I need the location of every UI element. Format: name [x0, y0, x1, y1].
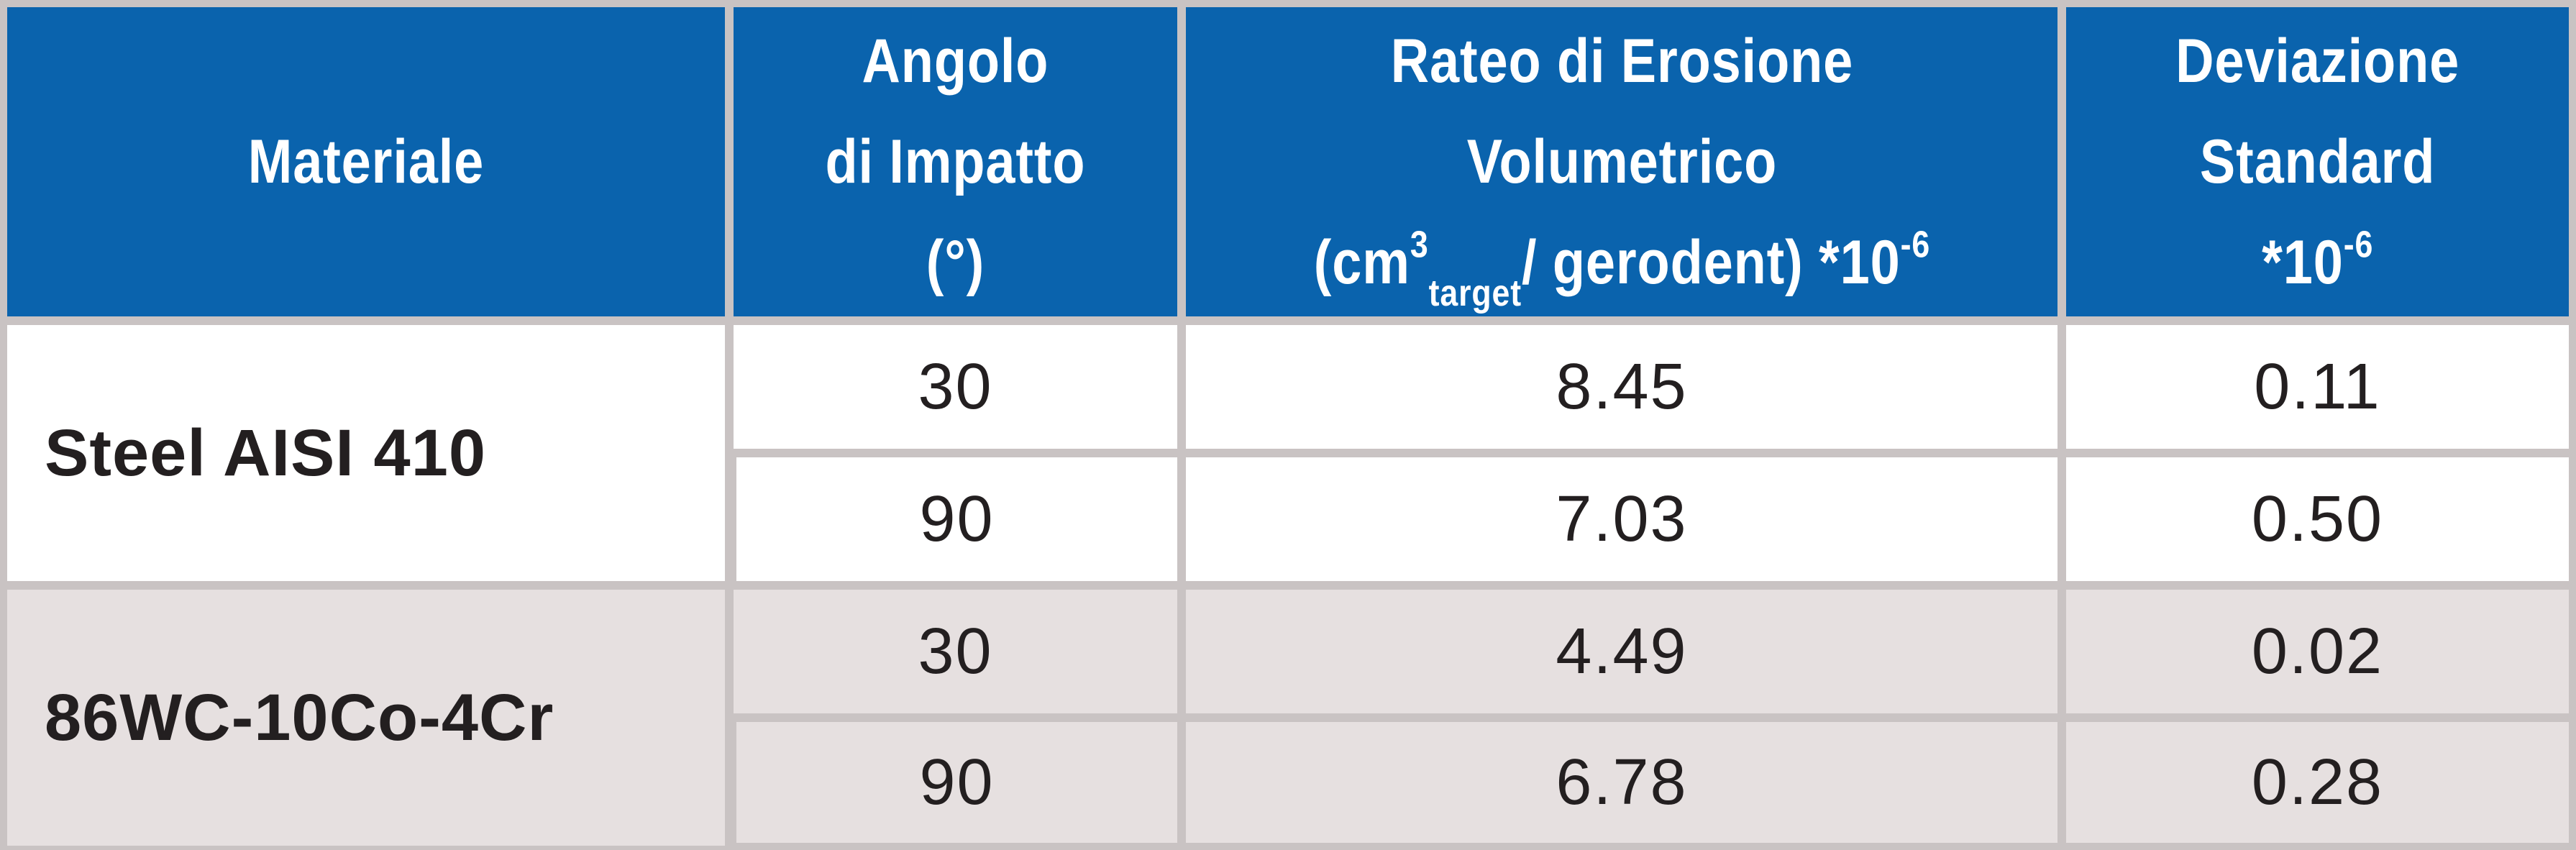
header-std-deviation-line3: *10-6 [2175, 212, 2459, 313]
rate-cell: 7.03 [1182, 453, 2062, 585]
header-material-label: Materiale [247, 127, 485, 196]
header-std-deviation: Deviazione Standard *10-6 [2062, 0, 2576, 321]
rate-cell: 4.49 [1182, 585, 2062, 718]
std-exponent: -6 [2343, 224, 2374, 266]
table-row: 86WC-10Co-4Cr 30 4.49 0.02 [0, 585, 2576, 850]
angle-cell: 90 [729, 718, 1182, 850]
table-row: 90 7.03 0.50 [0, 453, 2576, 585]
header-material: Materiale [0, 0, 729, 321]
std-cell: 0.50 [2062, 453, 2576, 585]
std-cell: 0.02 [2062, 585, 2576, 718]
header-erosion-rate-line1: Rateo di Erosione [1390, 27, 1853, 96]
header-row: Materiale Angolo di Impatto (°) Rateo di… [0, 0, 2576, 321]
header-impact-angle-line2: di Impatto [825, 127, 1086, 196]
std-cell: 0.28 [2062, 718, 2576, 850]
header-erosion-rate-units: (cm3 target/ gerodent) *10-6 [1313, 212, 1929, 313]
units-suffix: / gerodent) *10 [1521, 228, 1901, 297]
std-cell: 0.11 [2062, 321, 2576, 453]
header-erosion-rate: Rateo di Erosione Volumetrico (cm3 target… [1182, 0, 2062, 321]
rate-cell: 8.45 [1182, 321, 2062, 453]
material-cell: Steel AISI 410 [0, 321, 729, 585]
units-prefix: (cm [1313, 228, 1410, 297]
header-impact-angle: Angolo di Impatto (°) [729, 0, 1182, 321]
header-impact-angle-line3: (°) [926, 228, 985, 297]
header-std-deviation-line1: Deviazione [2175, 27, 2459, 96]
header-std-deviation-line2: Standard [2199, 127, 2436, 196]
angle-cell: 90 [729, 453, 1182, 585]
table-row: 90 6.78 0.28 [0, 718, 2576, 850]
units-superscript: 3 [1410, 224, 1429, 266]
rate-cell: 6.78 [1182, 718, 2062, 850]
header-impact-angle-line1: Angolo [862, 27, 1049, 96]
angle-cell: 30 [729, 321, 1182, 453]
std-multiplier: *10 [2261, 228, 2344, 297]
material-cell: 86WC-10Co-4Cr [0, 585, 729, 850]
units-subscript: target [1428, 273, 1522, 315]
units-exponent: -6 [1900, 224, 1930, 266]
table-row: Steel AISI 410 30 8.45 0.11 [0, 321, 2576, 585]
header-erosion-rate-line2: Volumetrico [1466, 127, 1777, 196]
angle-cell: 30 [729, 585, 1182, 718]
